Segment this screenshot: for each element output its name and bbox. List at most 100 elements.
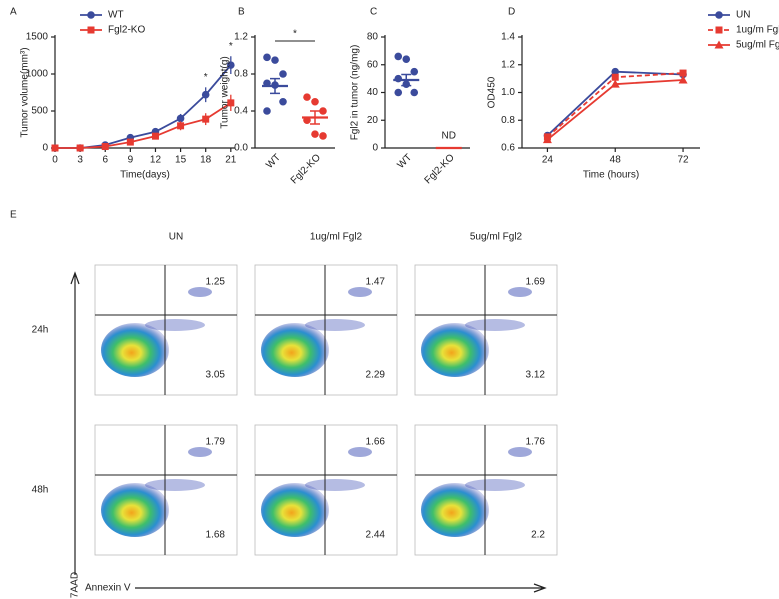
marker bbox=[610, 79, 620, 88]
x-tick-label: Fgl2-KO bbox=[423, 152, 457, 186]
marker bbox=[126, 138, 134, 146]
x-arrow bbox=[135, 583, 547, 593]
y-tick-label: 0.8 bbox=[234, 69, 248, 80]
marker bbox=[177, 122, 185, 130]
density-tail bbox=[188, 287, 212, 297]
x-tick-label: 12 bbox=[150, 155, 162, 166]
annotation: ND bbox=[442, 131, 456, 142]
density-tail bbox=[145, 479, 205, 491]
density-tail bbox=[305, 479, 365, 491]
y-tick-label: 80 bbox=[367, 32, 379, 43]
y-tick-label: 0.6 bbox=[501, 143, 515, 154]
y-axis-label: Fgl2 in tumor (ng/mg) bbox=[350, 45, 361, 141]
quadrant-value: 2.2 bbox=[531, 530, 545, 541]
x-tick-label: 24 bbox=[542, 155, 554, 166]
quadrant-value: 3.05 bbox=[206, 370, 226, 381]
data-point bbox=[394, 88, 403, 97]
panel-letter: B bbox=[238, 7, 245, 18]
quadrant-value: 2.44 bbox=[366, 530, 386, 541]
column-title: UN bbox=[169, 232, 183, 243]
series-line bbox=[55, 102, 232, 149]
x-axis-label: Time (hours) bbox=[583, 170, 639, 181]
flow-plot: 1.69 3.12 bbox=[414, 264, 558, 396]
y-tick-label: 0.0 bbox=[234, 143, 248, 154]
panel-letter: D bbox=[508, 7, 515, 18]
data-point bbox=[402, 55, 411, 63]
y-arrow bbox=[70, 271, 80, 575]
annotation: * bbox=[229, 41, 233, 52]
legend-marker bbox=[715, 11, 723, 19]
annotation: * bbox=[204, 72, 208, 83]
quadrant-value: 1.25 bbox=[206, 277, 226, 288]
marker bbox=[611, 67, 620, 76]
density-tail bbox=[145, 319, 205, 331]
y-tick-label: 1.0 bbox=[501, 87, 515, 98]
legend-marker bbox=[87, 26, 95, 34]
x-tick-label: WT bbox=[264, 152, 283, 171]
density-cloud bbox=[421, 323, 489, 377]
flow-plot: 1.25 3.05 bbox=[94, 264, 238, 396]
legend-label: WT bbox=[108, 10, 124, 21]
density-tail bbox=[508, 287, 532, 297]
data-point bbox=[263, 53, 271, 62]
x-tick-label: 72 bbox=[677, 155, 689, 166]
legend-marker bbox=[714, 40, 724, 49]
marker bbox=[151, 132, 159, 140]
y-tick-label: 1500 bbox=[26, 32, 49, 43]
density-tail bbox=[348, 447, 372, 457]
quadrant-value: 1.69 bbox=[526, 277, 546, 288]
quadrant-value: 1.47 bbox=[366, 277, 386, 288]
data-point bbox=[279, 70, 287, 78]
x-tick-label: WT bbox=[395, 152, 414, 171]
error-bar bbox=[401, 73, 412, 87]
error-bar bbox=[310, 110, 320, 125]
y-tick-label: 0.4 bbox=[234, 106, 248, 117]
density-cloud bbox=[421, 483, 489, 537]
column-title: 5ug/ml Fgl2 bbox=[470, 232, 523, 243]
density-tail bbox=[188, 447, 212, 457]
y-tick-label: 0 bbox=[372, 143, 378, 154]
annotation: * bbox=[293, 29, 297, 40]
panel-letter: A bbox=[10, 7, 17, 18]
y-tick-label: 1.2 bbox=[234, 32, 248, 43]
data-point bbox=[410, 67, 419, 76]
legend-label: UN bbox=[736, 10, 750, 21]
legend-label: 5ug/ml Fgl2 bbox=[736, 40, 779, 51]
data-point bbox=[279, 97, 287, 106]
flow-plot: 1.47 2.29 bbox=[254, 264, 398, 396]
legend-marker bbox=[87, 11, 95, 19]
legend-label: Fgl2-KO bbox=[108, 25, 145, 36]
y-tick-label: 60 bbox=[367, 59, 379, 70]
column-title: 1ug/ml Fgl2 bbox=[310, 232, 363, 243]
density-tail bbox=[465, 319, 525, 331]
panel-letter: E bbox=[10, 210, 17, 221]
marker bbox=[679, 69, 687, 77]
x-tick-label: 18 bbox=[200, 155, 212, 166]
flow-plot: 1.76 2.2 bbox=[414, 424, 558, 556]
error-bar bbox=[270, 77, 280, 95]
data-point bbox=[263, 107, 271, 115]
density-tail bbox=[465, 479, 525, 491]
density-tail bbox=[348, 287, 372, 297]
x-tick-label: 9 bbox=[128, 155, 134, 166]
y-tick-label: 1.4 bbox=[501, 32, 515, 43]
y-tick-label: 500 bbox=[31, 106, 48, 117]
quadrant-value: 1.76 bbox=[526, 437, 546, 448]
flow-plot: 1.79 1.68 bbox=[94, 424, 238, 556]
panel-letter: C bbox=[370, 7, 377, 18]
density-cloud bbox=[261, 483, 329, 537]
quadrant-value: 1.66 bbox=[366, 437, 386, 448]
marker bbox=[227, 99, 235, 107]
data-point bbox=[319, 132, 327, 140]
marker bbox=[51, 144, 59, 152]
row-label: 24h bbox=[32, 325, 49, 336]
marker bbox=[227, 61, 235, 69]
y-tick-label: 20 bbox=[367, 115, 379, 126]
quadrant-value: 3.12 bbox=[526, 370, 546, 381]
y-tick-label: 0 bbox=[42, 143, 48, 154]
legend-label: 1ug/m Fgl2 bbox=[736, 25, 779, 36]
x-axis-label: Annexin V bbox=[85, 583, 131, 594]
y-axis-label: Tumor weight(g) bbox=[220, 56, 231, 128]
quadrant-value: 2.29 bbox=[366, 370, 386, 381]
